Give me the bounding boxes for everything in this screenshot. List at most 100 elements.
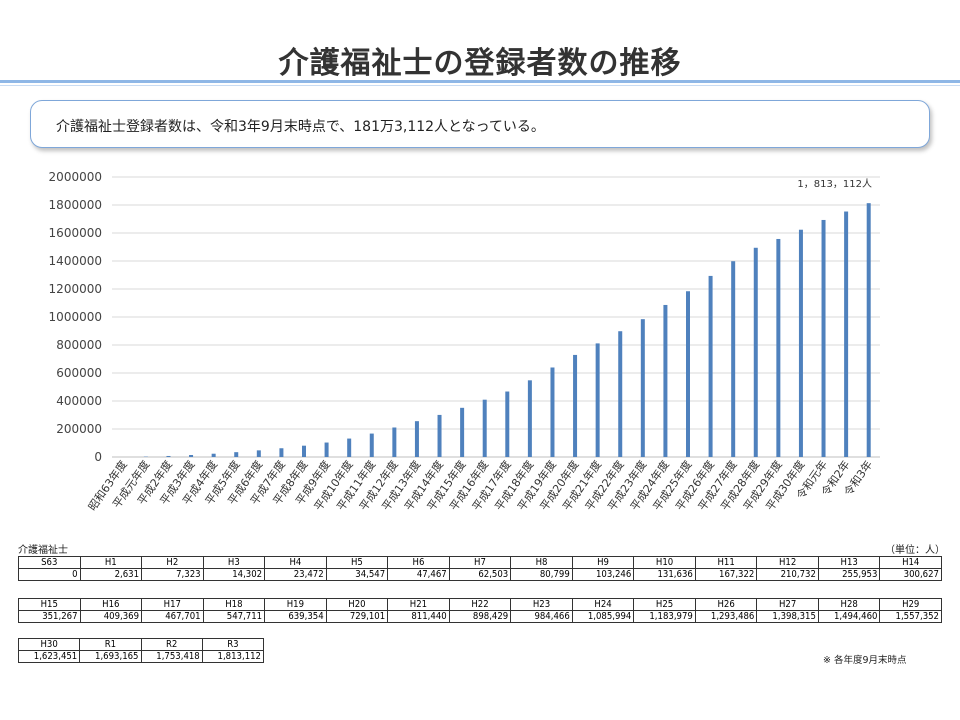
table-header-cell: R3 <box>201 638 265 651</box>
table-cell: 47,467 <box>387 568 450 581</box>
bar <box>166 455 171 457</box>
y-tick-label: 400000 <box>56 394 102 408</box>
table-header-cell: S63 <box>18 556 81 569</box>
y-tick-label: 1600000 <box>49 226 102 240</box>
bar-chart: 0 200000 400000 600000 800000 1000000 1200000 1… <box>49 170 880 513</box>
bar <box>550 367 555 457</box>
data-label: 1，813，112人 <box>797 178 872 190</box>
bar <box>821 219 826 457</box>
bar <box>753 247 758 457</box>
table-header-cell: H20 <box>325 598 389 611</box>
table-cell: 729,101 <box>325 610 389 623</box>
bar <box>437 414 442 457</box>
bar <box>482 399 487 457</box>
table-header-cell: H26 <box>694 598 758 611</box>
table-header-cell: H27 <box>756 598 819 611</box>
bar <box>324 442 329 457</box>
bar <box>527 380 532 457</box>
table-header-cell: H23 <box>510 598 573 611</box>
table-cell: 131,636 <box>633 568 696 581</box>
bar <box>211 453 216 457</box>
table-header-cell: H24 <box>571 598 635 611</box>
table-header-cell: H9 <box>571 556 635 569</box>
table-header-cell: H10 <box>633 556 696 569</box>
y-tick-label: 1800000 <box>49 198 102 212</box>
y-tick-label: 1000000 <box>49 310 102 324</box>
table-header-cell: H21 <box>387 598 450 611</box>
table-header-cell: R2 <box>140 638 203 651</box>
table-cell: 1,085,994 <box>571 610 635 623</box>
table-header-cell: H11 <box>694 556 758 569</box>
bar <box>866 203 871 457</box>
table-cell: 1,293,486 <box>694 610 758 623</box>
table-header-cell: H8 <box>510 556 573 569</box>
table-header-cell: H7 <box>448 556 512 569</box>
bar <box>798 229 803 457</box>
table-header-cell: R1 <box>79 638 142 651</box>
bar <box>640 319 645 457</box>
title-underline-thin <box>0 85 960 86</box>
table-header-cell: H3 <box>202 556 266 569</box>
table-row: 0 2,631 7,323 14,302 23,472 34,547 47,467 62,50… <box>18 568 942 581</box>
table-note: ※ 各年度9月末時点 <box>823 655 907 666</box>
bar <box>595 343 600 457</box>
table-cell: 467,701 <box>141 610 204 623</box>
table-cell: 14,302 <box>202 568 266 581</box>
y-tick-label: 0 <box>94 450 102 464</box>
table-cell: 409,369 <box>79 610 143 623</box>
bar <box>302 445 306 457</box>
table-header-row: S63 H1 H2 H3 H4 H5 H6 H7 H8 H9 H10 H11 H12 H13 H14 <box>18 556 942 569</box>
y-tick-label: 2000000 <box>49 170 102 184</box>
summary-box: 介護福祉士登録者数は、令和3年9月末時点で、181万3,112人となっている。 <box>30 100 930 148</box>
table-cell: 1,557,352 <box>879 610 942 623</box>
title-underline <box>0 80 960 83</box>
table-cell: 80,799 <box>510 568 573 581</box>
data-table-2: H15 H16 H17 H18 H19 H20 H21 H22 H23 H24 H25 H26 H27 H… <box>18 598 942 623</box>
y-tick-label: 600000 <box>56 366 102 380</box>
table-header-cell: H29 <box>879 598 942 611</box>
table-row: 351,267 409,369 467,701 547,711 639,354 729,1… <box>18 610 942 623</box>
table-header-cell: H28 <box>817 598 881 611</box>
table-header-cell: H1 <box>79 556 143 569</box>
table-header-cell: H4 <box>264 556 327 569</box>
table-cell: 1,183,979 <box>633 610 696 623</box>
table-header-cell: H2 <box>141 556 204 569</box>
table-cell: 0 <box>18 568 81 581</box>
table-cell: 639,354 <box>264 610 327 623</box>
bar <box>414 421 419 457</box>
table-cell: 1,398,315 <box>756 610 819 623</box>
y-tick-label: 800000 <box>56 338 102 352</box>
y-tick-label: 200000 <box>56 422 102 436</box>
bar <box>573 354 578 457</box>
data-table-1: S63 H1 H2 H3 H4 H5 H6 H7 H8 H9 H10 H11 H12 H13 H14 0 2,6… <box>18 556 942 581</box>
table-cell: 984,466 <box>510 610 573 623</box>
table-header-cell: H14 <box>879 556 942 569</box>
bar <box>256 450 261 457</box>
table-cell: 547,711 <box>202 610 266 623</box>
table-cell: 300,627 <box>879 568 942 581</box>
table-cell: 898,429 <box>448 610 512 623</box>
table-header-row: H15 H16 H17 H18 H19 H20 H21 H22 H23 H24 H25 H26 H27 H… <box>18 598 942 611</box>
table-cell: 1,494,460 <box>817 610 881 623</box>
table-cell: 1,813,112 <box>201 650 265 663</box>
bar <box>844 211 849 457</box>
table-cell: 1,753,418 <box>140 650 203 663</box>
bar <box>189 454 194 457</box>
table-cell: 210,732 <box>756 568 819 581</box>
table-cell: 167,322 <box>694 568 758 581</box>
table-cell: 811,440 <box>387 610 450 623</box>
table-header-cell: H16 <box>79 598 143 611</box>
bar <box>686 291 690 457</box>
table-cell: 255,953 <box>817 568 881 581</box>
table-cell: 1,623,451 <box>17 650 81 663</box>
table-cell: 2,631 <box>79 568 143 581</box>
y-tick-label: 1400000 <box>49 254 102 268</box>
table-header-cell: H15 <box>18 598 81 611</box>
bar <box>505 391 510 457</box>
table-cell: 23,472 <box>264 568 327 581</box>
bar <box>347 438 352 457</box>
table-header-cell: H25 <box>633 598 696 611</box>
table-header-cell: H12 <box>756 556 819 569</box>
bar <box>708 275 713 457</box>
table-cell: 62,503 <box>448 568 512 581</box>
